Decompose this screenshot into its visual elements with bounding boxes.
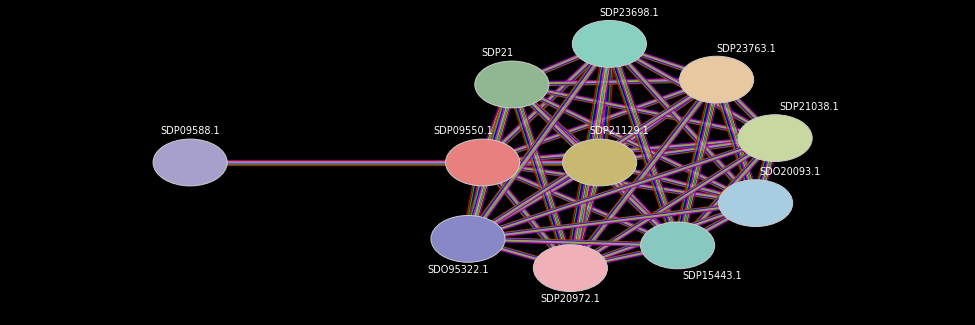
Ellipse shape: [563, 139, 637, 186]
Ellipse shape: [431, 215, 505, 262]
Ellipse shape: [475, 61, 549, 108]
Ellipse shape: [572, 20, 646, 67]
Text: SDP09588.1: SDP09588.1: [160, 126, 220, 136]
Text: SDP21: SDP21: [482, 48, 513, 58]
Ellipse shape: [680, 56, 754, 103]
Text: SDP20972.1: SDP20972.1: [540, 294, 601, 304]
Text: SDP23698.1: SDP23698.1: [599, 8, 659, 18]
Ellipse shape: [641, 222, 715, 269]
Ellipse shape: [446, 139, 520, 186]
Text: SDP21129.1: SDP21129.1: [589, 126, 649, 136]
Ellipse shape: [738, 115, 812, 162]
Ellipse shape: [533, 245, 607, 292]
Text: SDO20093.1: SDO20093.1: [760, 167, 820, 177]
Ellipse shape: [153, 139, 227, 186]
Text: SDP09550.1: SDP09550.1: [433, 126, 493, 136]
Text: SDO95322.1: SDO95322.1: [427, 265, 489, 275]
Text: SDP23763.1: SDP23763.1: [716, 44, 776, 54]
Text: SDP21038.1: SDP21038.1: [779, 102, 839, 112]
Ellipse shape: [719, 180, 793, 227]
Text: SDP15443.1: SDP15443.1: [682, 271, 742, 281]
